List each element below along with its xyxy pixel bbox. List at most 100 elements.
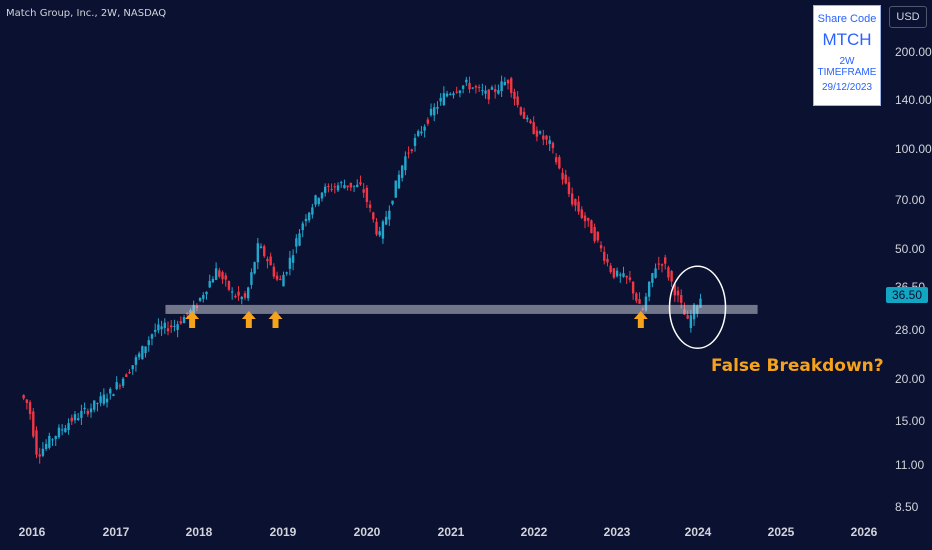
y-tick-70: 70.00 bbox=[895, 193, 926, 207]
candle-body bbox=[301, 223, 304, 231]
candle-body bbox=[179, 321, 183, 324]
up-arrow-icon bbox=[268, 311, 283, 328]
candle-body bbox=[218, 270, 221, 277]
candle-body bbox=[375, 221, 378, 235]
candle-body bbox=[609, 265, 612, 273]
candle-body bbox=[150, 334, 154, 339]
candle-body bbox=[365, 187, 369, 203]
candle-body bbox=[603, 251, 606, 261]
candle-body bbox=[445, 93, 449, 97]
y-tick-11: 11.00 bbox=[895, 458, 925, 472]
candle-body bbox=[311, 207, 314, 215]
candle-body bbox=[86, 410, 90, 415]
candle-body bbox=[368, 204, 372, 208]
candle-body bbox=[449, 93, 452, 95]
candle-body bbox=[647, 281, 651, 297]
candle-body bbox=[635, 293, 638, 301]
candle-body bbox=[429, 108, 433, 116]
candle-body bbox=[93, 400, 96, 410]
candle-body bbox=[673, 284, 677, 296]
candle-body bbox=[503, 82, 507, 86]
candle-body bbox=[529, 120, 532, 124]
candle-body bbox=[628, 277, 632, 280]
candle-body bbox=[670, 270, 673, 282]
candle-body bbox=[548, 140, 551, 144]
x-tick-2021: 2021 bbox=[437, 525, 465, 539]
share-code-label: Share Code bbox=[817, 13, 877, 25]
candle-body bbox=[535, 130, 539, 137]
candle-body bbox=[538, 131, 542, 134]
candle-body bbox=[343, 184, 346, 189]
candle-body bbox=[246, 287, 250, 299]
candle-body bbox=[208, 280, 211, 288]
up-arrow-icon bbox=[185, 311, 200, 328]
candle-body bbox=[346, 185, 349, 188]
candle-body bbox=[125, 374, 128, 377]
x-tick-2019: 2019 bbox=[269, 525, 297, 539]
candle-body bbox=[131, 365, 134, 370]
share-info-box: Share Code MTCH 2W TIMEFRAME 29/12/2023 bbox=[813, 5, 881, 106]
candle-body bbox=[423, 126, 426, 131]
candle-body bbox=[577, 201, 580, 212]
candle-body bbox=[570, 193, 574, 205]
candle-body bbox=[458, 90, 462, 93]
up-arrow-icon bbox=[241, 311, 256, 328]
candle-body bbox=[356, 184, 359, 187]
candle-body bbox=[455, 91, 458, 93]
candle-body bbox=[76, 418, 80, 420]
candle-body bbox=[526, 117, 529, 120]
false-breakdown-annotation: False Breakdown? bbox=[711, 356, 884, 376]
candle-body bbox=[340, 182, 343, 184]
candle-body bbox=[606, 258, 609, 263]
candle-body bbox=[163, 322, 166, 328]
candle-body bbox=[266, 259, 269, 262]
candle-body bbox=[542, 135, 545, 140]
candle-body bbox=[667, 267, 670, 278]
candle-body bbox=[99, 396, 102, 403]
candle-body bbox=[404, 156, 407, 171]
candle-body bbox=[484, 90, 487, 94]
candle-body bbox=[663, 257, 667, 264]
candle-body bbox=[436, 106, 439, 109]
last-price-tag: 36.50 bbox=[886, 287, 928, 303]
x-tick-2017: 2017 bbox=[102, 525, 130, 539]
candle-body bbox=[48, 435, 51, 448]
candle-body bbox=[202, 295, 205, 299]
candle-body bbox=[532, 122, 535, 135]
candle-body bbox=[173, 325, 176, 327]
candle-body bbox=[599, 245, 603, 249]
candle-body bbox=[295, 238, 298, 247]
y-tick-100: 100.00 bbox=[895, 142, 932, 156]
candle-body bbox=[359, 182, 362, 185]
chart-title: Match Group, Inc., 2W, NASDAQ bbox=[6, 8, 167, 19]
candle-body bbox=[285, 272, 288, 274]
candle-body bbox=[638, 299, 641, 304]
x-tick-2018: 2018 bbox=[185, 525, 213, 539]
y-tick-20: 20.00 bbox=[895, 372, 926, 386]
candle-body bbox=[275, 275, 279, 280]
highlight-circle bbox=[668, 265, 727, 350]
candle-body bbox=[676, 290, 680, 296]
candle-body bbox=[323, 186, 327, 193]
candle-body bbox=[147, 340, 150, 346]
candle-body bbox=[413, 137, 417, 146]
candle-body bbox=[516, 96, 519, 105]
currency-button[interactable]: USD bbox=[889, 6, 927, 28]
candle-body bbox=[128, 371, 131, 374]
candle-body bbox=[115, 382, 118, 390]
candle-body bbox=[558, 157, 561, 169]
candle-body bbox=[590, 220, 593, 234]
x-tick-2016: 2016 bbox=[18, 525, 46, 539]
candle-body bbox=[35, 430, 38, 455]
x-tick-2020: 2020 bbox=[353, 525, 381, 539]
candle-body bbox=[269, 256, 272, 266]
y-tick-140: 140.00 bbox=[895, 93, 932, 107]
candle-body bbox=[109, 388, 112, 394]
candle-body bbox=[433, 107, 436, 116]
candle-body bbox=[250, 272, 253, 285]
candle-body bbox=[452, 93, 455, 96]
y-tick-15: 15.00 bbox=[895, 414, 926, 428]
candle-body bbox=[83, 407, 86, 410]
candle-body bbox=[651, 273, 654, 283]
candle-body bbox=[105, 398, 109, 403]
